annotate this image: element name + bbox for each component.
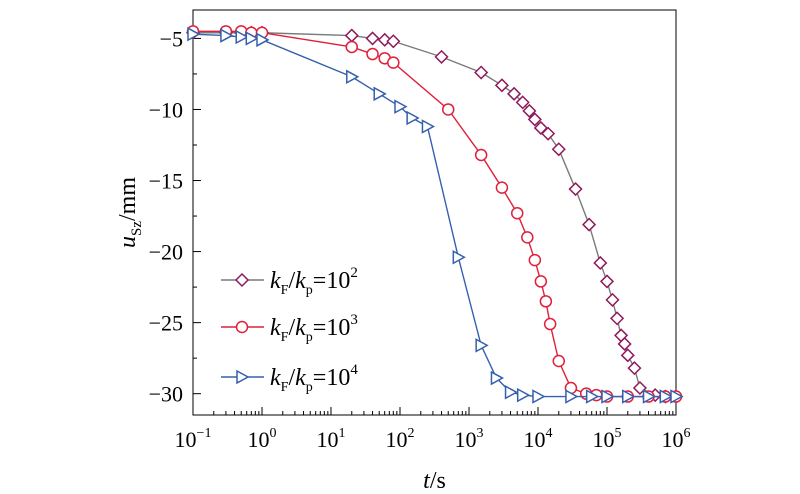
data-point <box>585 389 600 404</box>
y-axis-title: uSz/mm <box>115 177 145 248</box>
data-point <box>568 181 583 197</box>
x-tick-label: 100 <box>248 426 277 452</box>
data-point <box>533 120 548 136</box>
data-point <box>527 112 542 127</box>
data-point <box>522 103 537 118</box>
data-point <box>516 387 531 403</box>
x-tick-label: 106 <box>662 426 691 452</box>
data-point <box>256 32 270 48</box>
legend-item: kF/kp=103 <box>221 312 358 345</box>
data-point <box>565 389 579 404</box>
data-point <box>421 119 436 134</box>
data-point <box>582 217 597 232</box>
data-point <box>377 32 392 47</box>
data-point <box>373 86 387 102</box>
data-point <box>642 389 657 404</box>
y-tick-label: −10 <box>149 97 183 122</box>
data-point <box>610 311 625 326</box>
y-tick-label: −5 <box>160 26 183 51</box>
data-point <box>507 86 522 101</box>
data-point <box>494 78 509 93</box>
legend-item: kF/kp=102 <box>221 265 358 298</box>
x-tick-label: 103 <box>455 426 484 452</box>
legend-marker <box>234 272 250 288</box>
data-point <box>510 206 524 220</box>
data-point <box>515 95 530 110</box>
legend-label: kF/kp=103 <box>270 312 358 345</box>
data-point <box>434 49 449 64</box>
data-point <box>521 231 534 244</box>
data-point <box>452 249 466 265</box>
series-group <box>185 25 684 404</box>
data-point <box>534 275 548 288</box>
data-point <box>345 40 359 54</box>
data-point <box>441 103 455 116</box>
series-circle <box>186 25 683 403</box>
x-tick-label: 101 <box>317 426 346 452</box>
data-point <box>406 110 420 126</box>
data-point <box>532 389 546 404</box>
legend-label: kF/kp=102 <box>270 265 358 298</box>
data-point <box>593 255 608 271</box>
y-axis: −5 −10 −15 −20 −25 −30 <box>149 26 201 407</box>
series-line <box>193 32 676 398</box>
data-point <box>599 274 615 289</box>
data-point <box>474 65 489 80</box>
data-point <box>605 292 620 307</box>
x-tick-label: 104 <box>524 426 553 452</box>
x-tick-label: 105 <box>593 426 622 452</box>
data-point <box>620 348 635 363</box>
data-point <box>394 99 408 114</box>
data-point <box>659 389 673 404</box>
legend-item: kF/kp=104 <box>221 362 358 395</box>
data-point <box>366 47 379 61</box>
data-point <box>528 253 542 267</box>
data-point <box>495 181 509 194</box>
data-point <box>541 126 556 141</box>
y-tick-label: −25 <box>149 311 183 336</box>
plot-frame <box>192 9 677 416</box>
x-axis: 10−1 100 101 102 103 104 105 106 <box>175 407 691 452</box>
data-point <box>475 338 489 353</box>
y-tick-label: −15 <box>149 169 183 194</box>
data-point <box>552 354 566 368</box>
data-point <box>474 148 488 162</box>
data-point <box>387 56 400 69</box>
x-tick-label: 102 <box>386 426 415 452</box>
data-point <box>220 28 234 43</box>
data-point <box>551 142 566 157</box>
data-point <box>627 361 642 376</box>
data-point <box>617 336 632 352</box>
data-point <box>622 389 636 404</box>
data-point <box>346 69 360 85</box>
data-point <box>386 34 401 49</box>
data-point <box>601 389 615 404</box>
legend-label: kF/kp=104 <box>270 362 358 395</box>
data-point <box>187 26 201 42</box>
y-tick-label: −20 <box>149 240 183 265</box>
legend-marker <box>236 369 250 385</box>
data-point <box>245 31 259 46</box>
data-point <box>539 295 553 308</box>
legend: kF/kp=102 kF/kp=103 kF/kp=104 <box>221 265 358 395</box>
data-point <box>670 389 684 404</box>
y-tick-label: −30 <box>149 382 183 407</box>
legend-marker <box>235 320 249 334</box>
data-point <box>504 384 519 400</box>
x-tick-label: 10−1 <box>175 426 212 452</box>
data-point <box>235 29 249 45</box>
series-triangle-right <box>187 26 684 404</box>
data-point <box>344 28 359 43</box>
data-point <box>365 31 380 46</box>
series-line <box>193 30 676 398</box>
data-point <box>490 370 505 386</box>
x-axis-title: t/s <box>423 468 446 494</box>
series-diamond <box>185 25 684 404</box>
data-point <box>543 317 557 331</box>
series-line <box>192 33 676 398</box>
